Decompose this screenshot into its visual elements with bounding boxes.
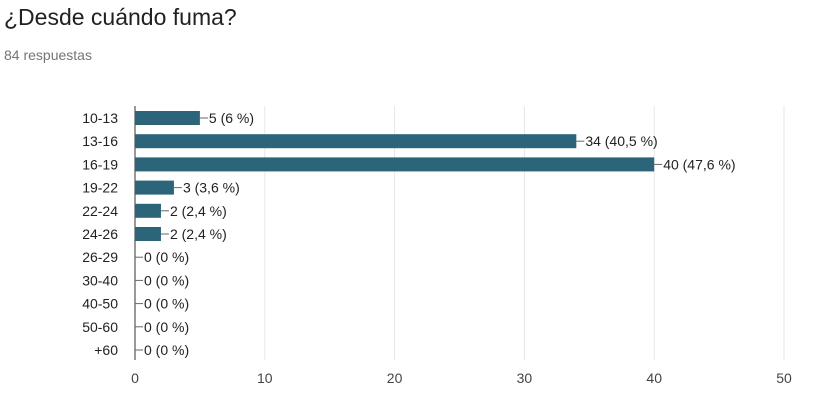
x-tick-label: 10 [257,370,273,386]
category-label: 40-50 [82,296,118,312]
category-label: 16-19 [82,156,118,172]
response-count: 84 respuestas [4,47,92,63]
data-label: 2 (2,4 %) [170,226,227,242]
bar [135,203,161,218]
data-label: 0 (0 %) [144,342,189,358]
bar [135,157,655,172]
bar [135,227,161,241]
x-tick-label: 20 [387,370,403,386]
x-tick-label: 30 [517,370,533,386]
category-label: 13-16 [82,133,118,149]
category-label: 22-24 [82,203,118,219]
category-label: 50-60 [82,319,118,335]
question-title: ¿Desde cuándo fuma? [4,4,237,30]
category-label: 10-13 [82,110,118,126]
data-label: 0 (0 %) [144,296,189,312]
data-label: 0 (0 %) [144,319,189,335]
data-label: 0 (0 %) [144,272,189,288]
data-label: 40 (47,6 %) [663,156,735,172]
x-tick-label: 40 [646,370,662,386]
bar [135,180,174,195]
category-label: 19-22 [82,180,118,196]
category-label: 24-26 [82,226,118,242]
category-label: 26-29 [82,249,118,265]
bar [135,111,200,125]
category-label: 30-40 [82,272,118,288]
data-label: 0 (0 %) [144,249,189,265]
data-label: 3 (3,6 %) [183,180,240,196]
category-label: +60 [94,342,118,358]
data-label: 34 (40,5 %) [585,133,657,149]
data-label: 2 (2,4 %) [170,203,227,219]
x-tick-label: 0 [131,370,139,386]
bar [135,134,577,149]
x-tick-label: 50 [776,370,792,386]
data-label: 5 (6 %) [209,110,254,126]
